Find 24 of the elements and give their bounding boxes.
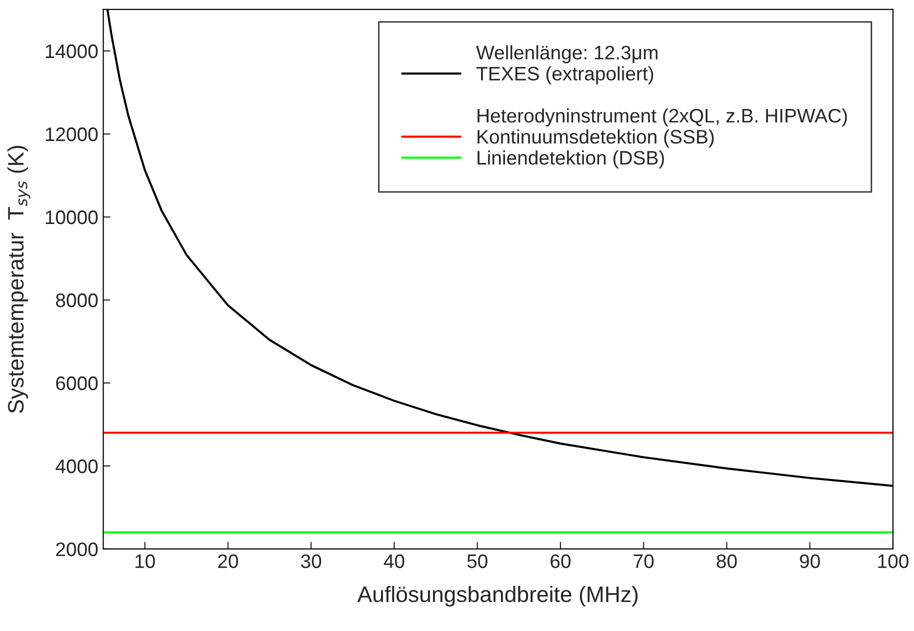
y-tick-label: 10000 [46,210,98,224]
x-tick-label: 60 [550,554,571,568]
x-tick-label: 10 [136,554,155,568]
legend-label: Kontinuumsdetektion (SSB) [478,129,714,148]
x-tick-label: 80 [716,554,737,568]
annotation: Wellenlänge: 12.3μm [476,45,658,64]
x-tick-label: 100 [878,554,908,568]
y-tick-label: 8000 [56,293,98,308]
x-tick-label: 40 [384,554,404,568]
x-tick-label: 50 [467,554,488,568]
x-tick-label: 30 [301,554,322,568]
legend-label: Liniendetektion (DSB) [478,150,664,169]
annotation: Heterodyninstrument (2xQL, z.B. HIPWAC) [478,108,847,126]
y-tick-label: 2000 [56,542,98,556]
y-tick-label: 6000 [56,376,98,390]
y-tick-label: 12000 [46,127,98,142]
x-axis-title: Auflösungsbandbreite (MHz) [357,586,638,607]
x-tick-label: 20 [218,554,238,568]
legend-label: TEXES (extrapoliert) [476,66,654,84]
x-tick-label: 70 [634,554,654,568]
x-tick-label: 90 [800,554,820,568]
y-tick-label: 14000 [46,44,98,58]
y-tick-label: 4000 [56,459,98,474]
y-axis-title: Systemtemperatur T$_{sys}$ (K) [7,146,30,413]
